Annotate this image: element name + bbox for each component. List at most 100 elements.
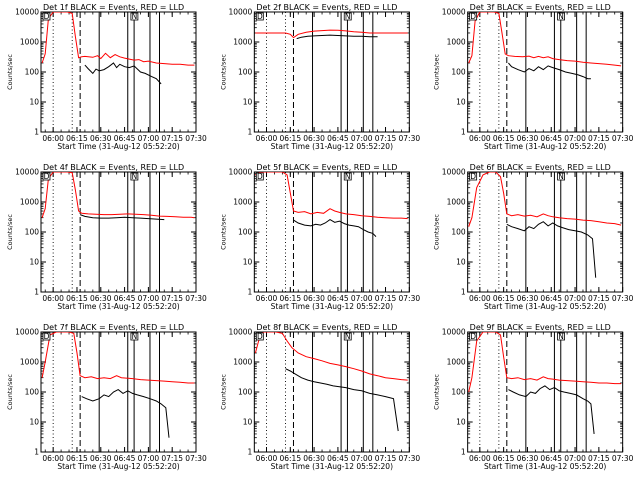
y-tick-label: 10 (243, 98, 253, 107)
x-tick-label: 07:00 (138, 134, 160, 143)
y-tick-label: 100 (451, 228, 466, 237)
x-tick-label: 07:30 (399, 134, 421, 143)
x-tick-label: 06:45 (540, 294, 562, 303)
x-tick-label: 06:30 (303, 294, 325, 303)
x-tick-label: 06:30 (90, 134, 112, 143)
events-series-line (296, 34, 378, 40)
night-mark-box (343, 332, 352, 341)
x-tick-label: 07:15 (161, 454, 183, 463)
day-mark-box (469, 332, 478, 341)
detector-panel-6: Det 6f BLACK = Events, RED = LLD 1 10 100 10… (433, 163, 634, 311)
night-mark-label: N (558, 172, 564, 181)
lld-series-line (41, 172, 195, 219)
x-axis-label: Start Time (31-Aug-12 05:52:20) (484, 142, 606, 151)
night-mark-box (343, 172, 352, 181)
y-tick-label: 100 (238, 228, 253, 237)
detector-panel-7: Det 7f BLACK = Events, RED = LLD 1 10 100 10… (6, 323, 207, 471)
x-tick-label: 07:15 (588, 454, 610, 463)
x-axis-label: Start Time (31-Aug-12 05:52:20) (484, 462, 606, 471)
x-tick-label: 06:15 (279, 454, 301, 463)
x-tick-label: 07:15 (161, 134, 183, 143)
plot-frame (467, 171, 624, 293)
x-tick-label: 07:15 (375, 454, 397, 463)
night-mark-label: N (132, 12, 138, 21)
x-tick-label: 07:30 (185, 454, 207, 463)
x-axis-label: Start Time (31-Aug-12 05:52:20) (57, 142, 179, 151)
y-tick-label: 10000 (442, 168, 466, 177)
panel-title: Det 3f BLACK = Events, RED = LLD (470, 3, 611, 12)
x-tick-label: 06:00 (256, 454, 278, 463)
y-tick-label: 10000 (15, 328, 39, 337)
x-axis-label: Start Time (31-Aug-12 05:52:20) (271, 462, 393, 471)
x-tick-label: 06:00 (469, 454, 491, 463)
day-mark-label: D (470, 332, 476, 341)
x-tick-label: 06:45 (327, 294, 349, 303)
day-mark-label: D (470, 172, 476, 181)
x-tick-label: 06:15 (493, 294, 515, 303)
night-mark-label: N (132, 332, 138, 341)
y-tick-label: 1 (248, 128, 253, 137)
y-tick-label: 10 (456, 258, 466, 267)
lld-series-line (468, 332, 622, 393)
y-tick-label: 1 (461, 448, 466, 457)
y-axis-label: Counts/sec (433, 374, 441, 410)
y-tick-label: 10000 (442, 8, 466, 17)
y-tick-label: 1000 (447, 198, 466, 207)
y-tick-label: 10 (29, 98, 39, 107)
y-tick-label: 10 (243, 258, 253, 267)
panel-title: Det 1f BLACK = Events, RED = LLD (43, 3, 184, 12)
y-tick-label: 1000 (20, 358, 39, 367)
events-series-line (84, 62, 162, 85)
day-mark-label: D (44, 172, 50, 181)
y-axis-label: Counts/sec (219, 214, 227, 250)
day-mark-box (42, 12, 51, 21)
day-mark-box (255, 172, 264, 181)
detector-panel-4: Det 4f BLACK = Events, RED = LLD 1 10 100 10… (6, 163, 207, 311)
plot-frame (253, 171, 410, 293)
y-axis-label: Counts/sec (219, 374, 227, 410)
events-series-line (285, 368, 399, 432)
x-tick-label: 06:45 (114, 294, 136, 303)
detector-panel-3: Det 3f BLACK = Events, RED = LLD 1 10 100 10… (433, 3, 634, 151)
y-tick-label: 1 (248, 448, 253, 457)
y-axis-label: Counts/sec (6, 214, 14, 250)
y-tick-label: 100 (451, 388, 466, 397)
y-tick-label: 1000 (447, 38, 466, 47)
y-axis-label: Counts/sec (6, 54, 14, 90)
x-tick-label: 06:45 (114, 134, 136, 143)
panel-title: Det 7f BLACK = Events, RED = LLD (43, 323, 184, 332)
y-tick-label: 1000 (233, 198, 252, 207)
x-tick-label: 07:00 (564, 134, 586, 143)
x-tick-label: 06:00 (256, 134, 278, 143)
events-series-line (506, 221, 597, 278)
lld-series-line (255, 29, 408, 39)
x-tick-label: 07:15 (161, 294, 183, 303)
panel-title: Det 5f BLACK = Events, RED = LLD (256, 163, 397, 172)
y-tick-label: 100 (238, 68, 253, 77)
events-series-line (81, 389, 170, 438)
x-tick-label: 06:00 (256, 294, 278, 303)
night-mark-box (343, 12, 352, 21)
x-tick-label: 06:15 (279, 294, 301, 303)
x-axis-label: Start Time (31-Aug-12 05:52:20) (484, 302, 606, 311)
day-mark-box (255, 12, 264, 21)
events-series-line (508, 62, 591, 80)
detector-panel-8: Det 8f BLACK = Events, RED = LLD 1 10 100 10… (219, 323, 420, 471)
x-tick-label: 06:30 (517, 134, 539, 143)
x-tick-label: 06:45 (540, 134, 562, 143)
plot-frame (467, 331, 624, 453)
y-tick-label: 10000 (15, 8, 39, 17)
y-tick-label: 1 (34, 448, 39, 457)
day-mark-label: D (257, 172, 263, 181)
x-tick-label: 07:30 (399, 294, 421, 303)
night-mark-box (130, 12, 139, 21)
x-tick-label: 06:15 (66, 454, 88, 463)
x-tick-label: 07:30 (185, 294, 207, 303)
night-mark-box (130, 172, 139, 181)
panel-title: Det 8f BLACK = Events, RED = LLD (256, 323, 397, 332)
y-tick-label: 10000 (15, 168, 39, 177)
x-tick-label: 07:30 (399, 454, 421, 463)
y-axis-label: Counts/sec (6, 374, 14, 410)
x-tick-label: 06:45 (327, 134, 349, 143)
